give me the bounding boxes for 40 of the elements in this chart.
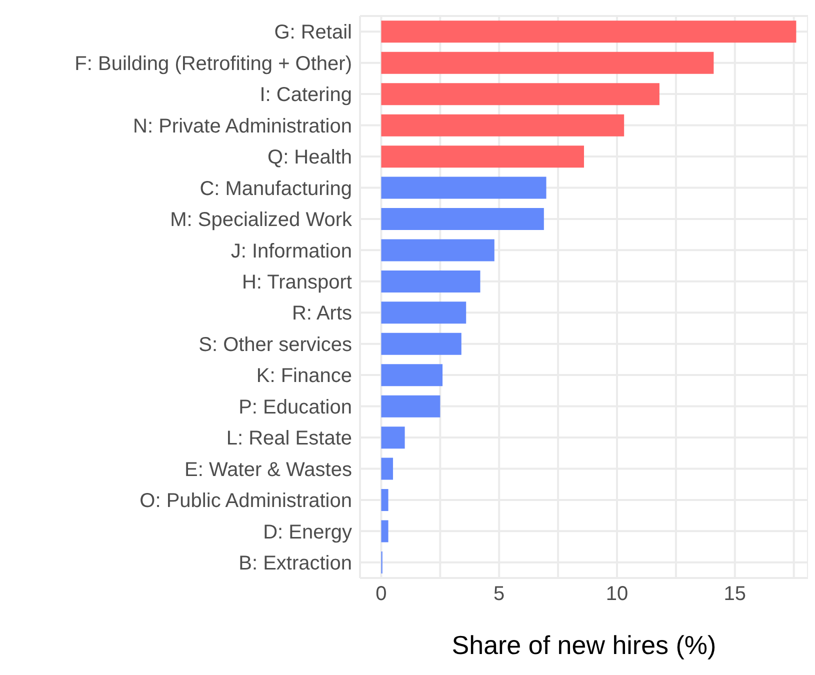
- y-tick-label: B: Extraction: [238, 552, 352, 574]
- y-tick-label: L: Real Estate: [226, 428, 352, 450]
- bar: [381, 302, 466, 324]
- bar: [381, 114, 624, 136]
- bar: [381, 489, 388, 512]
- y-tick-label: D: Energy: [263, 521, 352, 544]
- y-tick-label: H: Transport: [242, 271, 352, 294]
- bar: [381, 208, 544, 230]
- bar: [381, 270, 480, 292]
- bar: [381, 458, 394, 480]
- y-tick-label: N: Private Administration: [133, 115, 352, 138]
- y-tick-label: Q: Health: [268, 146, 352, 169]
- y-tick-label: P: Education: [238, 396, 352, 418]
- bar: [381, 520, 388, 542]
- y-tick-label: E: Water & Wastes: [184, 458, 352, 481]
- y-tick-label: G: Retail: [274, 22, 352, 44]
- y-tick-label: C: Manufacturing: [200, 178, 352, 200]
- x-tick-label: 10: [606, 583, 628, 606]
- bar: [381, 239, 494, 262]
- bar: [381, 20, 796, 43]
- bar: [381, 426, 405, 449]
- bar: [381, 146, 584, 168]
- bar: [381, 364, 443, 386]
- x-tick-label: 15: [724, 583, 746, 606]
- bar: [381, 83, 660, 106]
- bar: [381, 176, 546, 199]
- x-tick-label: 5: [494, 583, 505, 606]
- y-tick-label: J: Information: [230, 240, 352, 262]
- x-tick-label: 0: [376, 583, 387, 606]
- y-tick-label: I: Catering: [260, 84, 352, 106]
- y-tick-label: R: Arts: [292, 302, 352, 325]
- bar: [381, 395, 440, 418]
- y-tick-label: S: Other services: [198, 334, 352, 356]
- x-axis-title: Share of new hires (%): [452, 630, 716, 660]
- bar: [381, 52, 714, 74]
- bar: [381, 332, 462, 355]
- y-tick-label: K: Finance: [256, 365, 352, 388]
- y-tick-label: M: Specialized Work: [170, 209, 353, 232]
- y-tick-label: O: Public Administration: [140, 490, 352, 512]
- y-tick-label: F: Building (Retrofiting + Other): [74, 52, 352, 75]
